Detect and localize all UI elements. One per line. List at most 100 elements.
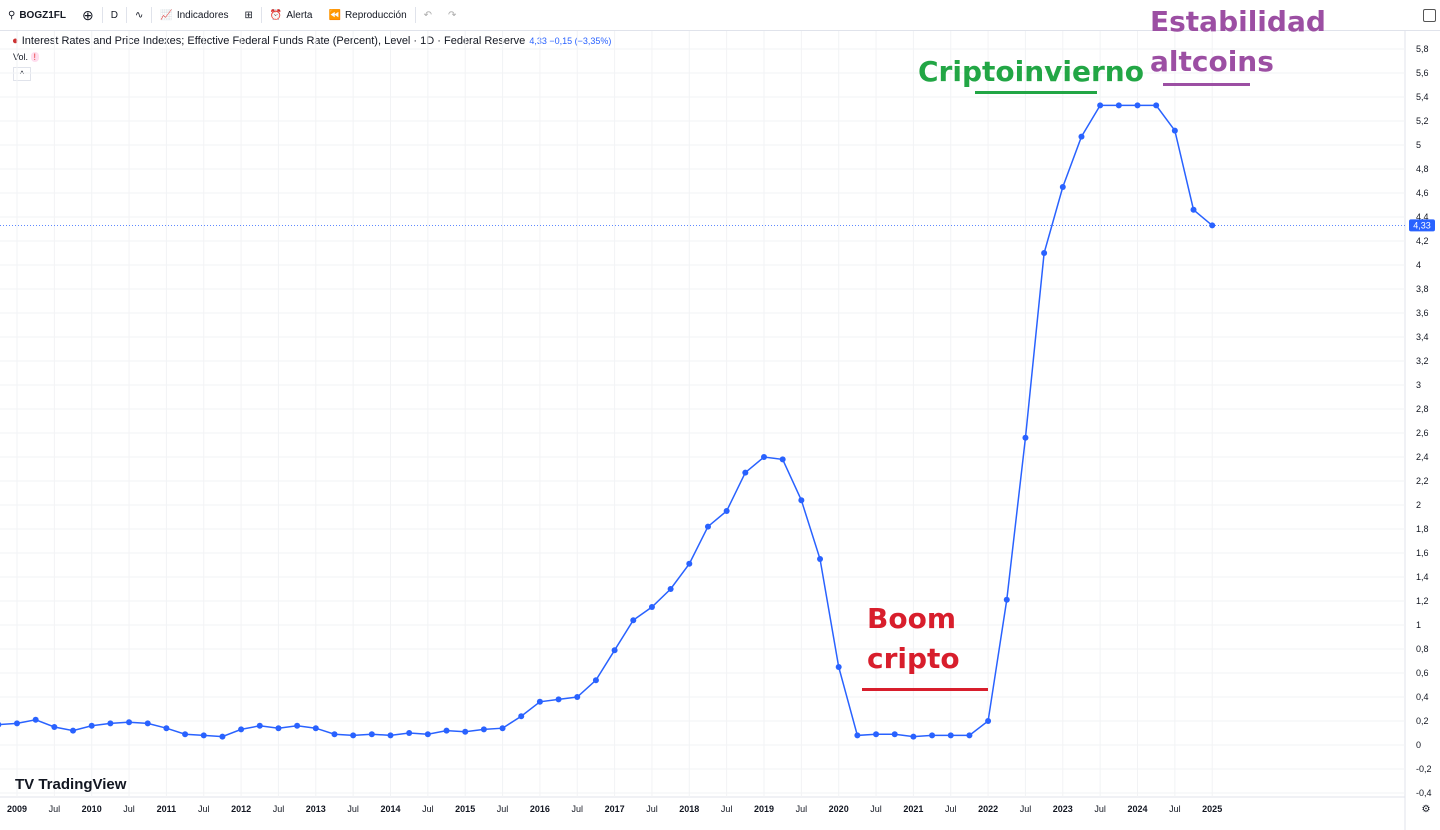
y-tick-label: 2 — [1416, 500, 1421, 510]
x-tick-label: Jul — [422, 804, 434, 814]
data-point — [518, 713, 525, 720]
divider — [101, 7, 103, 23]
series-legend: ● Interest Rates and Price Indexes; Effe… — [12, 35, 611, 47]
data-point — [779, 456, 786, 463]
data-point — [667, 586, 674, 592]
data-point — [1022, 434, 1029, 441]
data-point — [536, 698, 543, 705]
line-chart-icon: ∿ — [134, 9, 144, 21]
undo-icon: ↶ — [423, 9, 433, 21]
y-tick-label: 1 — [1416, 620, 1421, 630]
y-tick-label: 1,2 — [1416, 596, 1429, 606]
data-point — [929, 732, 936, 739]
x-tick-label: 2010 — [82, 804, 102, 814]
data-point — [182, 731, 189, 738]
interval-button[interactable]: D — [110, 9, 118, 21]
chart-canvas[interactable]: -0,4 -0,2 0 0,2 0,4 0,6 0,8 1 1,2 1,4 1,6 1,8 2 2,2 2,… — [0, 31, 1440, 830]
x-tick-label: 2020 — [829, 804, 849, 814]
y-tick-label: 0,4 — [1416, 692, 1429, 702]
x-tick-label: Jul — [49, 804, 61, 814]
tradingview-logo: TV TradingView — [15, 776, 126, 793]
indicators-button[interactable]: 📈 Indicadores — [152, 0, 236, 30]
y-tick-label: 0 — [1416, 740, 1421, 750]
x-tick-label: 2012 — [231, 804, 251, 814]
settings-gear-icon: ⚙ — [1422, 804, 1431, 815]
collapse-legend-button[interactable]: ^ — [13, 67, 31, 81]
y-tick-label: -0,2 — [1416, 764, 1432, 774]
data-point — [144, 720, 151, 727]
y-tick-label: 1,8 — [1416, 524, 1429, 534]
x-tick-label: 2023 — [1053, 804, 1073, 814]
data-point — [1190, 206, 1197, 213]
data-point — [0, 722, 2, 728]
last-price-label: 4,33 — [1413, 220, 1431, 230]
x-tick-label: 2021 — [903, 804, 923, 814]
grid-icon: ⊞ — [244, 9, 253, 21]
warning-icon: ! — [30, 52, 40, 62]
data-point — [443, 727, 450, 734]
annotation-boom-2: cripto — [867, 642, 960, 675]
y-tick-label: 1,4 — [1416, 572, 1429, 582]
symbol-search[interactable]: ⚲ BOGZ1FL — [0, 0, 74, 30]
data-point — [835, 664, 842, 670]
data-point — [256, 722, 263, 729]
annotation-boom-1: Boom — [867, 602, 956, 635]
rewind-icon: ⏪ — [328, 9, 341, 21]
data-point — [817, 556, 824, 562]
x-tick-label: 2011 — [157, 804, 177, 814]
y-tick-label: 3,6 — [1416, 308, 1429, 318]
tv-logo-icon: TV — [15, 776, 35, 793]
y-tick-label: 2,4 — [1416, 452, 1429, 462]
replay-button[interactable]: ⏪ Reproducción — [320, 0, 414, 30]
redo-button[interactable]: ↷ — [440, 0, 464, 30]
data-point — [592, 677, 599, 684]
data-point — [163, 725, 170, 732]
undo-button[interactable]: ↶ — [416, 0, 440, 30]
y-tick-label: 4 — [1416, 260, 1421, 270]
y-tick-label: 1,6 — [1416, 548, 1429, 558]
x-tick-label: 2015 — [455, 804, 475, 814]
alert-button[interactable]: ⏰ Alerta — [262, 0, 321, 30]
data-point — [985, 718, 992, 724]
x-tick-label: Jul — [646, 804, 658, 814]
fullscreen-icon[interactable] — [1423, 9, 1436, 22]
data-point — [14, 720, 20, 727]
divider — [125, 7, 127, 23]
brand-text: TradingView — [38, 776, 127, 793]
data-point — [686, 560, 693, 567]
templates-button[interactable]: ⊞ — [237, 0, 261, 30]
y-tick-label: 0,6 — [1416, 668, 1429, 678]
data-point — [126, 719, 133, 726]
data-point — [462, 728, 469, 735]
data-point — [1134, 102, 1141, 109]
data-point — [704, 523, 711, 530]
data-point — [966, 732, 973, 739]
data-point — [275, 725, 282, 732]
x-tick-label: 2014 — [380, 804, 400, 814]
x-tick-label: Jul — [198, 804, 210, 814]
data-point — [947, 732, 954, 739]
replay-label: Reproducción — [344, 9, 407, 21]
y-tick-label: 3,4 — [1416, 332, 1429, 342]
chart-type-button[interactable]: ∿ — [127, 0, 151, 30]
data-point — [499, 725, 506, 732]
data-point — [555, 696, 562, 703]
last-value: 4,33 — [529, 36, 547, 46]
divider — [414, 7, 416, 23]
data-point — [88, 722, 95, 729]
y-tick-label: -0,4 — [1416, 788, 1432, 798]
x-tick-label: 2016 — [530, 804, 550, 814]
alert-label: Alerta — [286, 9, 313, 21]
vol-label: Vol. — [13, 52, 29, 62]
indicators-label: Indicadores — [176, 9, 229, 21]
data-point — [1041, 250, 1048, 256]
redo-icon: ↷ — [448, 9, 457, 21]
x-tick-label: Jul — [497, 804, 509, 814]
x-tick-label: 2017 — [605, 804, 625, 814]
y-tick-label: 2,8 — [1416, 404, 1429, 414]
data-point — [910, 733, 917, 740]
x-tick-label: 2009 — [7, 804, 27, 814]
compare-button[interactable]: ⊕ — [74, 0, 102, 30]
x-tick-label: Jul — [571, 804, 583, 814]
y-tick-label: 4,4 — [1416, 212, 1429, 222]
